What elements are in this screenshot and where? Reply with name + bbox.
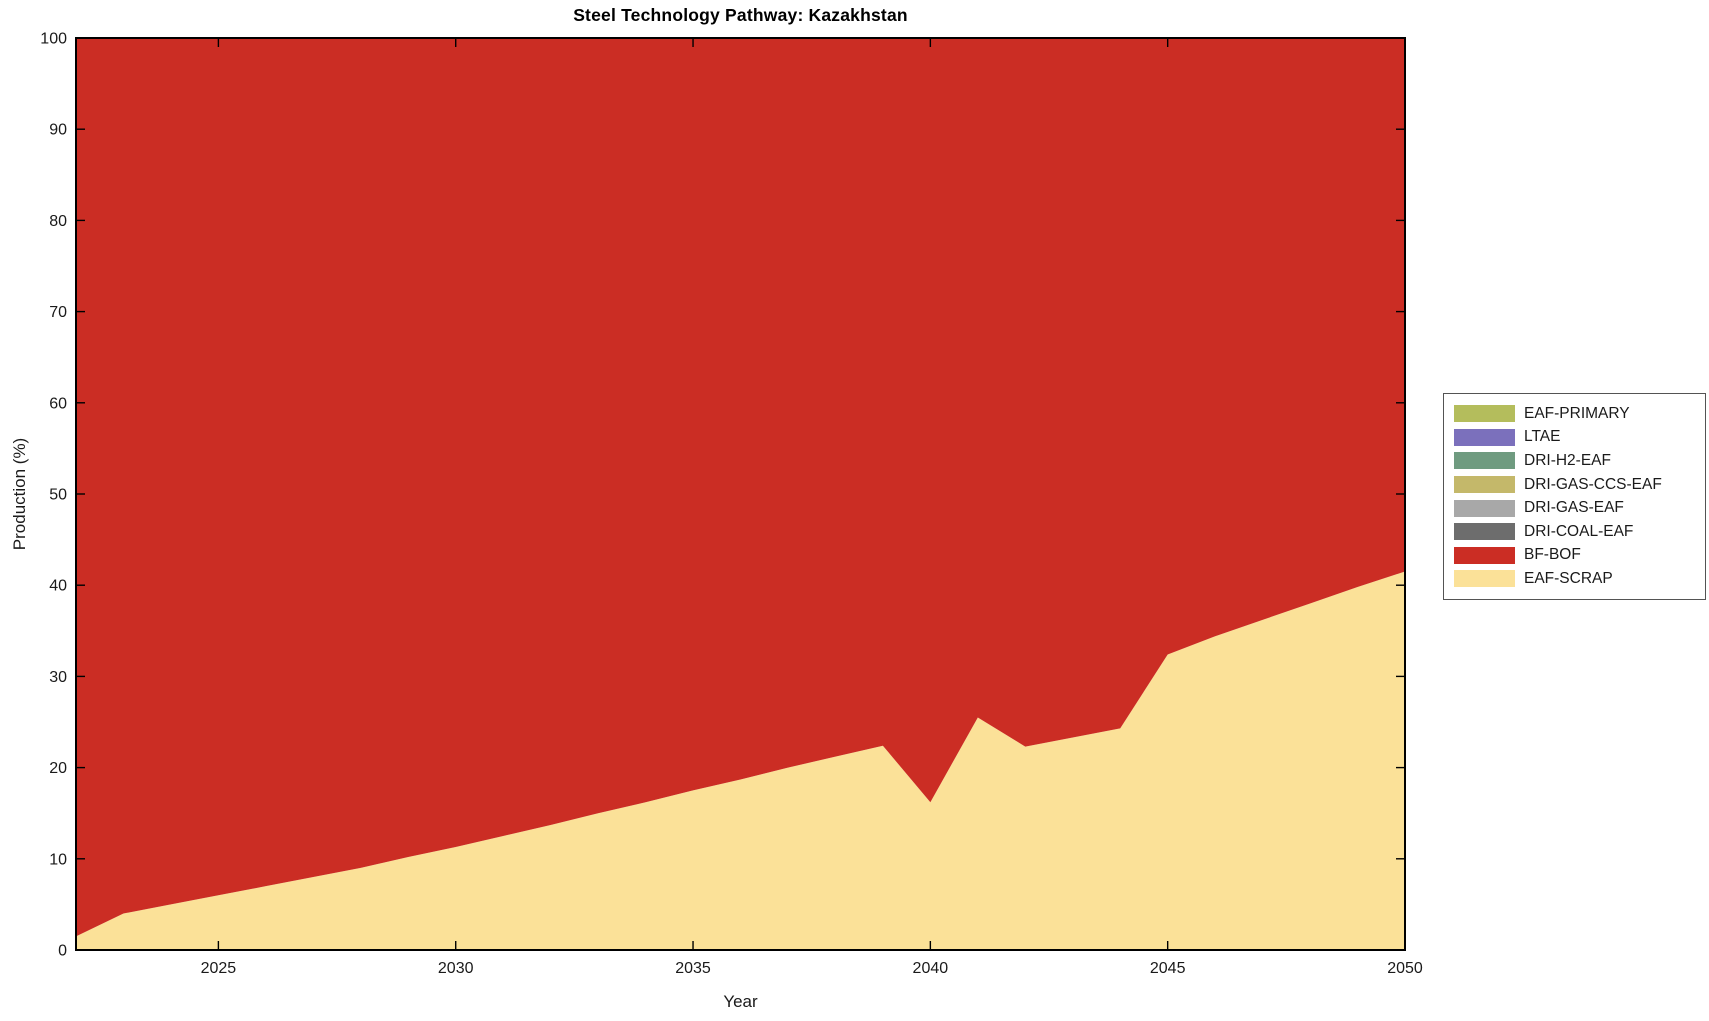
y-tick-label: 20: [49, 760, 67, 777]
x-axis-label: Year: [723, 992, 758, 1011]
y-tick-label: 90: [49, 122, 67, 139]
legend-label: DRI-GAS-CCS-EAF: [1524, 475, 1662, 493]
area-bf-bof: [76, 38, 1405, 937]
legend-label: LTAE: [1524, 428, 1561, 446]
x-tick-label: 2050: [1387, 960, 1423, 977]
legend-item: DRI-H2-EAF: [1454, 449, 1695, 473]
legend-label: EAF-SCRAP: [1524, 569, 1613, 587]
y-tick-label: 0: [58, 943, 67, 960]
legend-label: BF-BOF: [1524, 546, 1581, 564]
area-eaf-scrap: [76, 571, 1405, 950]
y-axis-label: Production (%): [10, 437, 29, 551]
legend-swatch-icon: [1454, 570, 1515, 588]
y-tick-label: 80: [49, 213, 67, 230]
legend-swatch-icon: [1454, 546, 1515, 564]
y-tick-label: 30: [49, 669, 67, 686]
y-tick-label: 60: [49, 395, 67, 412]
y-tick-label: 70: [49, 304, 67, 321]
legend-swatch-icon: [1454, 452, 1515, 470]
y-tick-label: 10: [49, 851, 67, 868]
legend-swatch-icon: [1454, 523, 1515, 541]
legend-item: EAF-SCRAP: [1454, 567, 1695, 591]
legend-swatch-icon: [1454, 405, 1515, 423]
x-tick-label: 2045: [1150, 960, 1186, 977]
legend-label: DRI-GAS-EAF: [1524, 499, 1624, 517]
x-tick-label: 2025: [201, 960, 237, 977]
legend-item: EAF-PRIMARY: [1454, 402, 1695, 426]
y-tick-label: 40: [49, 578, 67, 595]
legend-swatch-icon: [1454, 428, 1515, 446]
y-tick-label: 50: [49, 487, 67, 504]
legend-label: EAF-PRIMARY: [1524, 404, 1630, 422]
x-tick-label: 2030: [438, 960, 474, 977]
legend-item: LTAE: [1454, 426, 1695, 450]
x-tick-label: 2035: [675, 960, 711, 977]
legend-item: DRI-COAL-EAF: [1454, 520, 1695, 544]
x-tick-label: 2040: [913, 960, 949, 977]
legend-label: DRI-H2-EAF: [1524, 451, 1611, 469]
legend-label: DRI-COAL-EAF: [1524, 522, 1634, 540]
chart-title: Steel Technology Pathway: Kazakhstan: [573, 5, 908, 25]
legend: EAF-PRIMARY LTAE DRI-H2-EAF DRI-GAS-CCS-EAF…: [1443, 393, 1706, 600]
legend-swatch-icon: [1454, 499, 1515, 517]
y-tick-label: 100: [40, 31, 67, 48]
legend-swatch-icon: [1454, 476, 1515, 494]
legend-item: BF-BOF: [1454, 544, 1695, 568]
legend-item: DRI-GAS-CCS-EAF: [1454, 473, 1695, 497]
legend-item: DRI-GAS-EAF: [1454, 496, 1695, 520]
